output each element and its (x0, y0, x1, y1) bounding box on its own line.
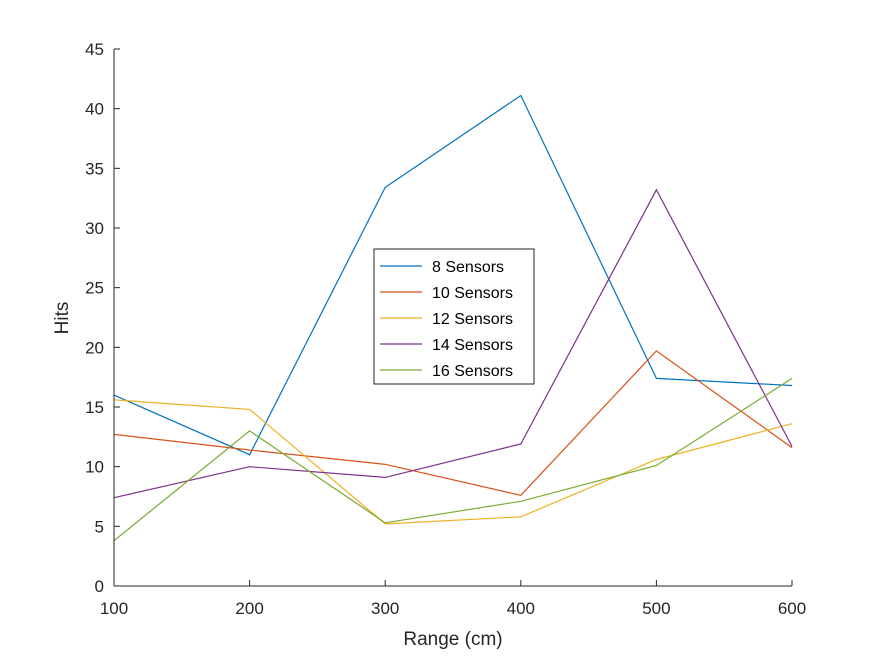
y-tick-label: 30 (85, 219, 104, 238)
legend-label: 12 Sensors (432, 311, 513, 328)
series-line-16-sensors (113, 377, 793, 542)
legend-label: 10 Sensors (432, 285, 513, 302)
legend-label: 16 Sensors (432, 363, 513, 380)
y-tick-label: 5 (95, 517, 104, 536)
series-group (113, 94, 793, 542)
series-line-12-sensors (113, 399, 793, 525)
y-axis-label: Hits (52, 302, 73, 335)
y-tick-label: 40 (85, 100, 104, 119)
y-tick-label: 25 (85, 279, 104, 298)
x-tick-label: 300 (371, 599, 399, 618)
legend: 8 Sensors 10 Sensors 12 Sensors 14 Sensors 1… (373, 248, 535, 385)
y-tick-label: 15 (85, 398, 104, 417)
legend-box (373, 248, 535, 385)
y-tick-label: 35 (85, 159, 104, 178)
x-axis-label: Range (cm) (403, 629, 502, 650)
legend-label: 8 Sensors (432, 259, 504, 276)
y-tick-label: 45 (85, 40, 104, 59)
tick-labels: 100 200 300 400 500 600 0 5 10 15 20 25 30 35 40 45 (85, 40, 806, 618)
y-tick-label: 0 (95, 577, 104, 596)
series-line-10-sensors (113, 350, 793, 496)
x-tick-label: 600 (778, 599, 806, 618)
series-line-8-sensors (113, 94, 793, 456)
x-tick-label: 100 (100, 599, 128, 618)
x-tick-label: 500 (642, 599, 670, 618)
x-tick-label: 400 (507, 599, 535, 618)
x-tick-label: 200 (235, 599, 263, 618)
axes (113, 48, 793, 587)
legend-label: 14 Sensors (432, 337, 513, 354)
y-tick-label: 20 (85, 338, 104, 357)
y-tick-label: 10 (85, 458, 104, 477)
series-line-14-sensors (113, 188, 793, 499)
